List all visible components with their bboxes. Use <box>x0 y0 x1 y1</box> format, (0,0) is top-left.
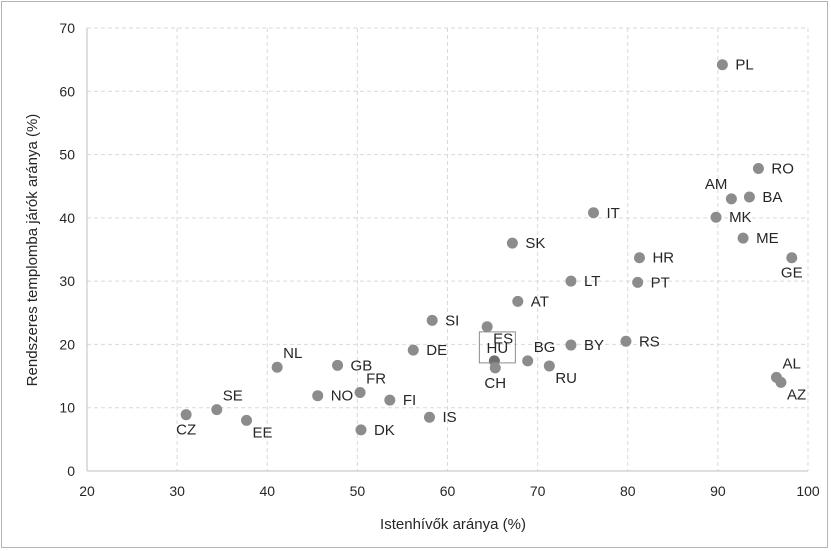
gridlines <box>87 27 809 471</box>
point-label-ch: CH <box>484 375 506 392</box>
x-tick-label: 90 <box>710 483 726 499</box>
point-label-si: SI <box>445 312 459 329</box>
point-label-is: IS <box>442 409 456 426</box>
data-point-hr <box>633 252 645 264</box>
data-point-nl <box>271 361 283 373</box>
data-point-cz <box>180 409 192 421</box>
point-label-it: IT <box>607 205 620 222</box>
point-label-ba: BA <box>762 189 782 206</box>
point-label-dk: DK <box>374 422 395 439</box>
point-label-me: ME <box>756 230 779 247</box>
point-label-al: AL <box>782 355 800 372</box>
y-tick-label: 40 <box>59 210 75 226</box>
data-point-rs <box>620 335 632 347</box>
point-label-at: AT <box>531 293 549 310</box>
y-axis-title: Rendszeres templomba járók aránya (%) <box>24 114 41 387</box>
data-point-is <box>423 411 435 423</box>
data-point-ee <box>241 414 253 426</box>
data-point-de <box>407 344 419 356</box>
point-label-pt: PT <box>651 274 670 291</box>
point-label-ro: RO <box>771 160 794 177</box>
data-point-si <box>426 314 438 326</box>
point-label-cz: CZ <box>176 422 196 439</box>
point-label-hr: HR <box>652 250 674 267</box>
data-point-at <box>512 295 524 307</box>
x-tick-label: 20 <box>79 483 95 499</box>
data-points <box>180 59 798 436</box>
point-label-by: BY <box>584 337 604 354</box>
point-label-az: AZ <box>787 386 806 403</box>
point-label-mk: MK <box>729 209 752 226</box>
data-point-bg <box>522 355 534 367</box>
tick-labels: 20 30 40 50 60 70 80 90 100 0 10 20 30 40 50 60 70 <box>59 20 819 499</box>
point-label-lt: LT <box>584 273 600 290</box>
data-point-dk <box>355 424 367 436</box>
point-label-nl: NL <box>283 345 302 362</box>
x-axis-title: Istenhívők aránya (%) <box>380 516 526 533</box>
point-label-ge: GE <box>781 265 803 282</box>
point-label-se: SE <box>223 388 243 405</box>
data-point-pl <box>716 59 728 71</box>
point-label-gb: GB <box>351 357 373 374</box>
point-label-rs: RS <box>639 333 660 350</box>
point-label-am: AM <box>705 176 728 193</box>
data-point-es <box>481 321 493 333</box>
data-point-me <box>737 232 749 244</box>
point-label-bg: BG <box>534 339 556 356</box>
x-tick-label: 70 <box>530 483 546 499</box>
x-tick-label: 100 <box>796 483 820 499</box>
highlight-box <box>478 331 516 364</box>
y-tick-label: 70 <box>59 20 75 36</box>
point-label-fi: FI <box>403 392 416 409</box>
data-point-lt <box>565 275 577 287</box>
data-point-az <box>775 376 787 388</box>
data-point-ge <box>786 252 798 264</box>
point-label-ee: EE <box>253 424 273 441</box>
x-tick-label: 40 <box>259 483 275 499</box>
data-point-fr <box>354 387 366 399</box>
data-point-mk <box>710 211 722 223</box>
data-point-ba <box>743 191 755 203</box>
y-tick-label: 60 <box>59 83 75 99</box>
data-point-it <box>588 207 600 219</box>
y-tick-label: 30 <box>59 273 75 289</box>
point-label-no: NO <box>331 388 354 405</box>
data-point-by <box>565 339 577 351</box>
x-tick-label: 80 <box>620 483 636 499</box>
point-label-de: DE <box>426 342 447 359</box>
point-label-es: ES <box>493 331 513 348</box>
data-point-ro <box>752 162 764 174</box>
data-point-fi <box>384 394 396 406</box>
y-tick-label: 20 <box>59 336 75 352</box>
point-label-fr: FR <box>366 371 386 388</box>
x-tick-label: 50 <box>350 483 366 499</box>
x-tick-label: 60 <box>440 483 456 499</box>
data-point-am <box>725 193 737 205</box>
point-label-pl: PL <box>735 57 753 74</box>
point-label-ru: RU <box>555 370 577 387</box>
point-label-hu: HU <box>487 340 509 357</box>
data-point-sk <box>506 237 518 249</box>
data-point-ru <box>543 360 555 372</box>
data-point-gb <box>332 359 344 371</box>
y-tick-label: 0 <box>67 463 75 479</box>
y-tick-label: 50 <box>59 147 75 163</box>
data-point-ch <box>489 362 501 374</box>
data-point-no <box>312 390 324 402</box>
x-tick-label: 30 <box>169 483 185 499</box>
y-tick-label: 10 <box>59 400 75 416</box>
data-point-pt <box>632 276 644 288</box>
point-label-sk: SK <box>525 235 545 252</box>
data-point-se <box>211 404 223 416</box>
axes <box>86 28 808 472</box>
